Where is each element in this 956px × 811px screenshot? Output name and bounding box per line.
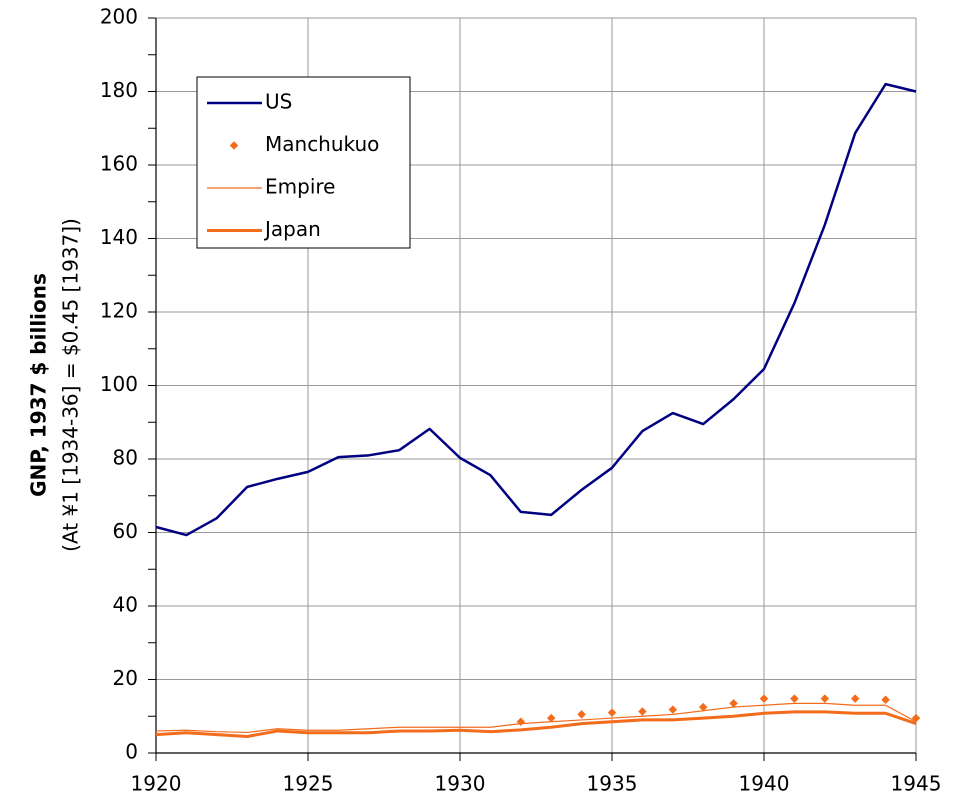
marker xyxy=(607,708,617,717)
marker xyxy=(820,694,830,703)
legend-marker xyxy=(229,141,239,150)
y-tick-label: 40 xyxy=(113,593,138,617)
x-tick-label: 1940 xyxy=(739,772,790,796)
y-tick-label: 60 xyxy=(113,519,138,543)
y-tick-label: 180 xyxy=(100,78,138,102)
x-tick-label: 1945 xyxy=(891,772,942,796)
marker xyxy=(729,699,738,708)
legend-box xyxy=(196,76,411,249)
x-tick-label: 1930 xyxy=(435,772,486,796)
y-tick-label: 140 xyxy=(100,225,138,249)
marker xyxy=(759,694,769,703)
legend-label: Japan xyxy=(263,217,321,241)
legend-label: US xyxy=(265,90,292,114)
y-tick-label: 20 xyxy=(113,666,138,690)
legend-label: Manchukuo xyxy=(265,132,379,156)
marker xyxy=(850,694,860,703)
x-tick-label: 1925 xyxy=(283,772,334,796)
y-tick-label: 80 xyxy=(113,446,138,470)
y-tick-label: 0 xyxy=(125,740,138,764)
x-tick-label: 1920 xyxy=(131,772,182,796)
marker xyxy=(668,705,678,714)
y-tick-label: 100 xyxy=(100,372,138,396)
line xyxy=(155,710,917,738)
y-axis-sublabel: (At ¥1 [1934-36] = $0.45 [1937]) xyxy=(59,218,83,552)
marker xyxy=(516,717,526,727)
y-label-group: GNP, 1937 $ billions (At ¥1 [1934-36] = … xyxy=(27,218,83,552)
marker xyxy=(577,710,586,719)
marker xyxy=(698,702,708,712)
line xyxy=(155,82,917,537)
x-tick-label: 1935 xyxy=(587,772,638,796)
y-tick-label: 120 xyxy=(100,299,138,323)
legend-label: Empire xyxy=(265,175,335,199)
marker xyxy=(546,713,556,723)
y-axis-label: GNP, 1937 $ billions xyxy=(27,273,51,497)
marker xyxy=(638,707,647,716)
marker xyxy=(790,694,799,703)
line xyxy=(155,702,917,734)
y-tick-label: 160 xyxy=(100,152,138,176)
marker xyxy=(881,695,890,704)
y-tick-label: 200 xyxy=(100,5,138,29)
